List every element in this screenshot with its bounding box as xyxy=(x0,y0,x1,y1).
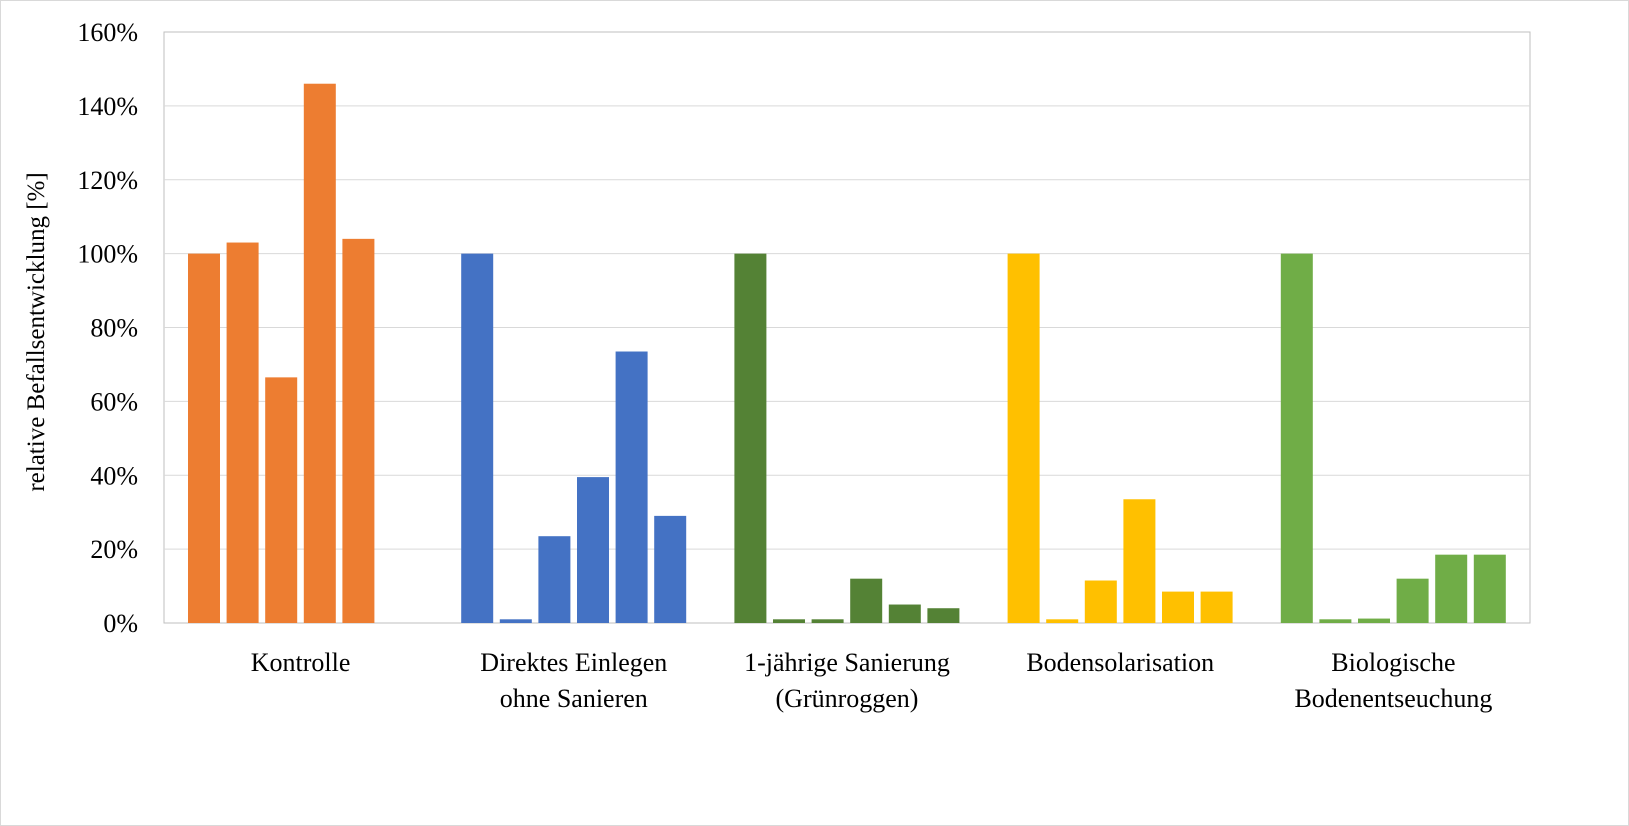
bar xyxy=(265,377,298,623)
bar xyxy=(811,619,844,623)
bar xyxy=(734,253,767,623)
y-tick-label: 160% xyxy=(77,18,138,47)
category-label: Direktes Einlegen xyxy=(480,648,667,677)
category-labels: Kontrolle Direktes Einlegen ohne Sanieren 1… xyxy=(251,648,1493,713)
bar xyxy=(538,536,571,623)
y-tick-label: 40% xyxy=(90,461,138,490)
y-tick-label: 60% xyxy=(90,387,138,416)
category-label: 1-jährige Sanierung xyxy=(744,648,950,677)
bar xyxy=(226,242,259,623)
y-tick-label: 140% xyxy=(77,92,138,121)
bar xyxy=(1200,591,1233,623)
bar xyxy=(1435,554,1468,623)
y-tick-label: 20% xyxy=(90,535,138,564)
bar xyxy=(1046,619,1079,623)
bar xyxy=(1319,619,1352,623)
bar xyxy=(1123,499,1156,623)
y-tick-label: 100% xyxy=(77,240,138,269)
bar xyxy=(303,83,336,623)
bar xyxy=(1396,578,1429,623)
bar xyxy=(577,477,609,623)
category-label: Bodensolarisation xyxy=(1026,648,1214,677)
bar xyxy=(615,351,648,623)
bar xyxy=(773,619,805,623)
bar xyxy=(188,253,220,623)
y-tick-label: 120% xyxy=(77,166,138,195)
bar xyxy=(1473,554,1506,623)
category-label: (Grünroggen) xyxy=(776,684,919,713)
category-label: Biologische xyxy=(1331,648,1455,677)
category-label: ohne Sanieren xyxy=(500,684,648,713)
bar xyxy=(461,253,494,623)
y-tick-label: 0% xyxy=(103,609,138,638)
bar xyxy=(850,578,883,623)
bar xyxy=(654,515,687,623)
bar xyxy=(499,619,532,623)
bar xyxy=(342,238,375,623)
bar xyxy=(1280,253,1313,623)
category-label: Kontrolle xyxy=(251,648,351,677)
bar xyxy=(1084,580,1117,623)
bars xyxy=(188,83,1506,623)
bar xyxy=(1007,253,1040,623)
y-tick-label: 80% xyxy=(90,314,138,343)
category-label: Bodenentseuchung xyxy=(1294,684,1492,713)
bar xyxy=(1162,591,1194,623)
bar xyxy=(927,608,960,623)
bar xyxy=(888,604,921,623)
y-axis-label: relative Befallsentwicklung [%] xyxy=(23,172,50,491)
bar xyxy=(1358,618,1390,623)
y-tick-labels: 0% 20% 40% 60% 80% 100% 120% 140% 160% xyxy=(77,18,138,638)
